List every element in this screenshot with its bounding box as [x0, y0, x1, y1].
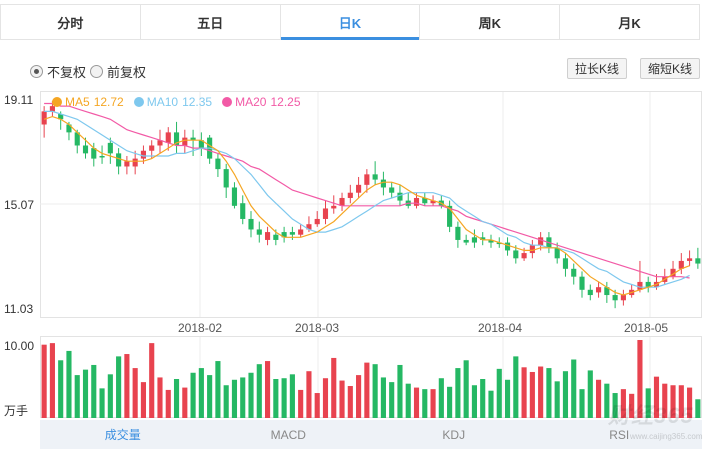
- tab-weekly-k[interactable]: 周K: [420, 5, 561, 39]
- ma20-dot-icon: [222, 97, 233, 107]
- volume-axis-unit: 万手: [4, 404, 29, 418]
- radio-unchecked-icon: [90, 65, 103, 78]
- date-label-apr: 2018-04: [478, 321, 523, 335]
- period-tabbar: 分时 五日 日K 周K 月K: [0, 4, 700, 40]
- watermark-logo: 财经365: [608, 403, 694, 428]
- ma5-dot-icon: [52, 97, 62, 107]
- tab-five-day[interactable]: 五日: [141, 5, 281, 39]
- shorten-k-button[interactable]: 缩短K线: [640, 58, 701, 79]
- radio-no-adjust-label: 不复权: [47, 65, 87, 80]
- radio-forward-adjust[interactable]: 前复权: [90, 62, 146, 81]
- legend-ma5-value: 12.72: [93, 95, 124, 109]
- date-label-mar: 2018-03: [295, 321, 340, 335]
- price-axis-top: 19.11: [4, 93, 34, 107]
- price-axis-mid: 15.07: [4, 198, 35, 212]
- radio-forward-adjust-label: 前复权: [107, 65, 147, 80]
- tab-monthly-k[interactable]: 月K: [560, 5, 700, 39]
- date-label-may: 2018-05: [624, 321, 669, 335]
- watermark-url: www.caijing365.com: [630, 432, 703, 441]
- legend-ma20-label: MA20: [235, 95, 267, 109]
- tab-volume[interactable]: 成交量: [104, 428, 141, 442]
- radio-no-adjust[interactable]: 不复权: [30, 62, 86, 81]
- tab-kdj[interactable]: KDJ: [442, 427, 466, 442]
- tab-rsi[interactable]: RSI: [609, 427, 630, 442]
- kline-chart-area[interactable]: [40, 91, 702, 318]
- legend-ma20: MA20 12.25: [222, 95, 301, 109]
- legend-ma10-value: 12.35: [182, 95, 213, 109]
- ma-legend: MA5 12.72 MA10 12.35 MA20 12.25: [52, 95, 311, 109]
- radio-checked-icon: [30, 65, 43, 78]
- tab-intraday[interactable]: 分时: [0, 5, 141, 39]
- lengthen-k-button[interactable]: 拉长K线: [567, 58, 628, 79]
- legend-ma10-label: MA10: [146, 95, 179, 109]
- tab-macd[interactable]: MACD: [270, 427, 306, 442]
- date-label-feb: 2018-02: [178, 321, 223, 335]
- tab-daily-k[interactable]: 日K: [280, 5, 421, 40]
- legend-ma5-label: MA5: [65, 95, 90, 109]
- volume-axis-top: 10.00: [4, 339, 35, 353]
- legend-ma10: MA10 12.35: [133, 95, 213, 109]
- legend-ma20-value: 12.25: [270, 95, 301, 109]
- legend-ma5: MA5 12.72: [52, 95, 124, 109]
- price-axis-bottom: 11.03: [4, 302, 34, 316]
- ma10-dot-icon: [133, 97, 144, 107]
- indicator-tabbar: 成交量 MACD KDJ RSI: [40, 420, 702, 449]
- volume-chart-area[interactable]: [40, 336, 702, 418]
